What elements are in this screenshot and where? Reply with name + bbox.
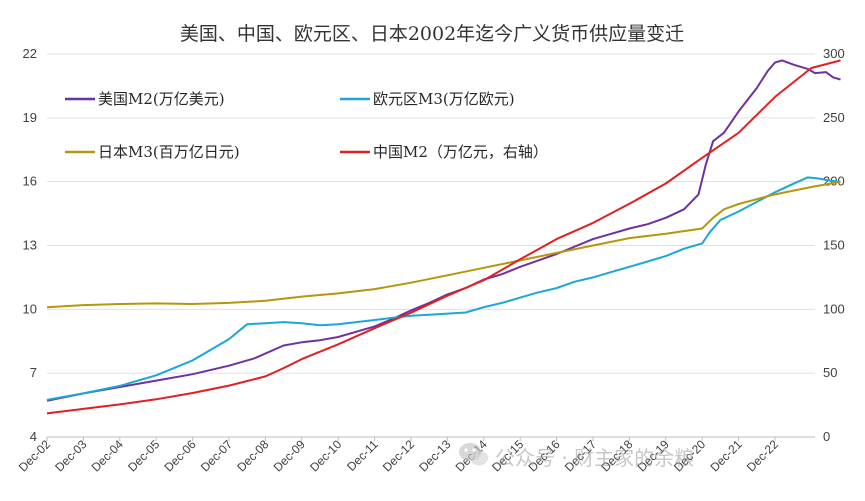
x-tick-label: Dec-06: [161, 437, 198, 474]
watermark-text: 公众号 · 财主家的余粮: [495, 446, 694, 470]
gridlines: [47, 53, 815, 438]
left-tick-label: 16: [23, 174, 37, 189]
left-tick-label: 10: [23, 301, 37, 316]
legend-label: 日本M3(百万亿日元): [98, 143, 240, 161]
series-line-2: [46, 180, 841, 309]
right-tick-label: 300: [823, 46, 845, 61]
legend-label: 中国M2（万亿元，右轴）: [373, 143, 548, 161]
x-tick-label: Dec-05: [125, 437, 162, 474]
left-tick-label: 22: [23, 46, 37, 61]
x-tick-label: Dec-03: [52, 437, 89, 474]
series-lines: [46, 59, 841, 415]
series-line-0: [46, 59, 841, 402]
x-tick-label: Dec-22: [744, 437, 781, 474]
watermark: 公众号 · 财主家的余粮: [459, 443, 694, 470]
x-tick-label: Dec-07: [198, 437, 235, 474]
right-tick-label: 250: [823, 110, 845, 125]
left-tick-label: 4: [30, 429, 37, 444]
legend: 美国M2(万亿美元) 欧元区M3(万亿欧元) 日本M3(百万亿日元) 中国M2（万亿元…: [65, 90, 548, 161]
x-tick-label: Dec-11: [344, 437, 381, 474]
legend-label: 欧元区M3(万亿欧元): [373, 90, 515, 108]
x-tick-label: Dec-04: [89, 437, 126, 474]
x-tick-label: Dec-21: [707, 437, 744, 474]
x-tick-label: Dec-12: [380, 437, 417, 474]
right-tick-label: 150: [823, 238, 845, 253]
left-tick-label: 19: [23, 110, 37, 125]
right-tick-label: 50: [823, 365, 837, 380]
chart-title: 美国、中国、欧元区、日本2002年迄今广义货币供应量变迁: [180, 23, 684, 45]
right-tick-label: 100: [823, 301, 845, 316]
left-axis-ticks: 4 7 10 13 16 19 22: [23, 46, 37, 444]
x-tick-label: Dec-13: [416, 437, 453, 474]
series-line-1: [46, 176, 841, 401]
x-tick-label: Dec-08: [234, 437, 271, 474]
wechat-icon: [459, 443, 488, 466]
x-tick-label: Dec-10: [307, 437, 344, 474]
legend-label: 美国M2(万亿美元): [98, 90, 225, 108]
left-tick-label: 13: [23, 238, 37, 253]
x-tick-label: Dec-09: [271, 437, 308, 474]
series-line-3: [46, 59, 841, 415]
right-tick-label: 0: [823, 429, 830, 444]
left-tick-label: 7: [30, 365, 37, 380]
